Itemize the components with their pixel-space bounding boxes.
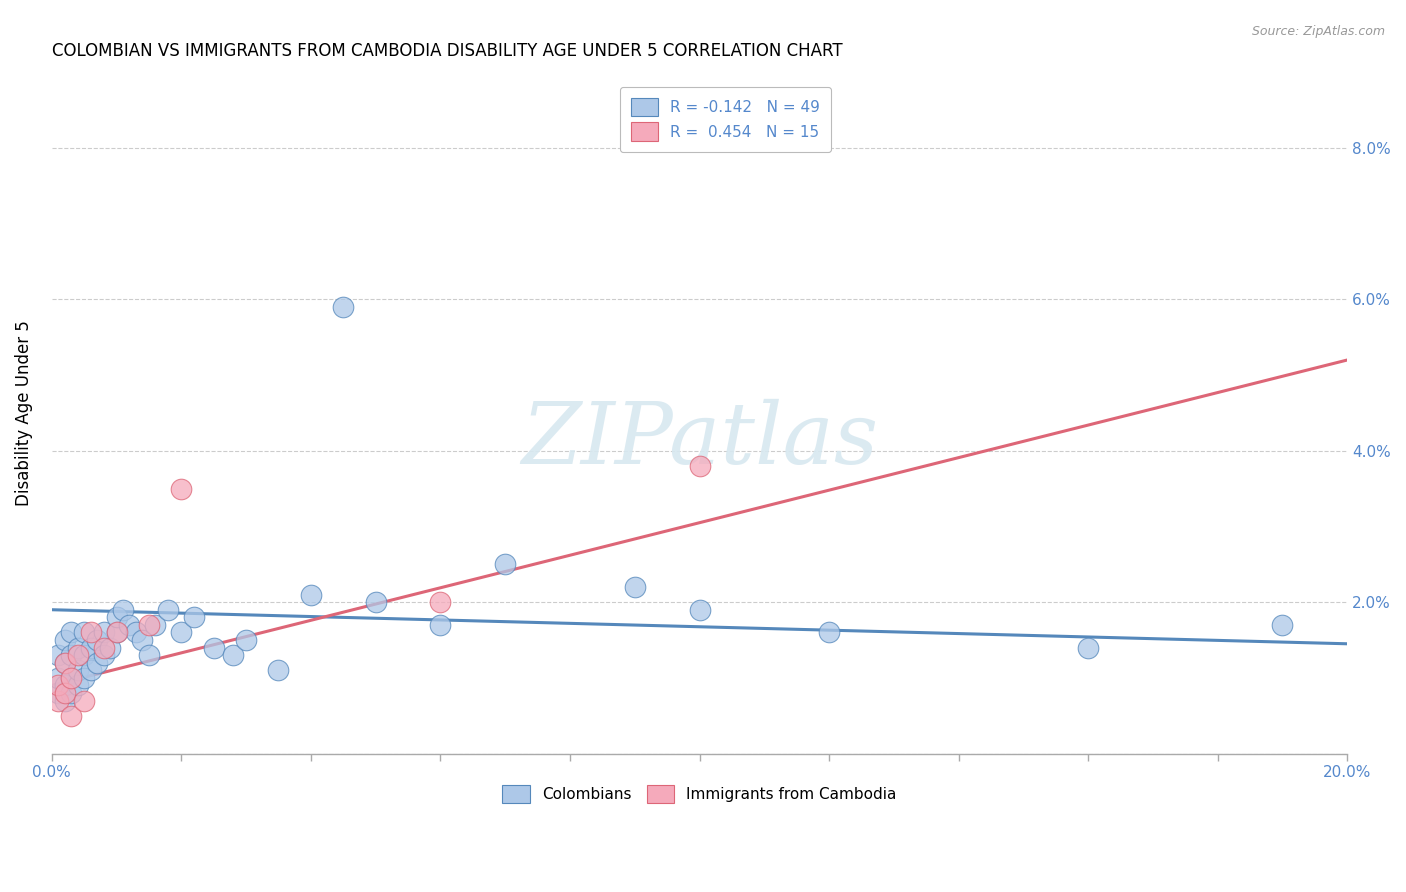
Point — [267, 663, 290, 677]
Point — [131, 632, 153, 647]
Point — [60, 648, 83, 662]
Point — [105, 610, 128, 624]
Point — [46, 671, 69, 685]
Point — [429, 595, 451, 609]
Point — [105, 625, 128, 640]
Point — [73, 693, 96, 707]
Point — [235, 632, 257, 647]
Point — [222, 648, 245, 662]
Point — [53, 632, 76, 647]
Point — [46, 648, 69, 662]
Point — [1271, 618, 1294, 632]
Point — [93, 648, 115, 662]
Point — [202, 640, 225, 655]
Point — [1077, 640, 1099, 655]
Point — [299, 588, 322, 602]
Point — [46, 678, 69, 692]
Point — [157, 603, 180, 617]
Y-axis label: Disability Age Under 5: Disability Age Under 5 — [15, 320, 32, 506]
Point — [332, 300, 354, 314]
Point — [623, 580, 645, 594]
Point — [66, 640, 89, 655]
Point — [53, 686, 76, 700]
Point — [53, 656, 76, 670]
Point — [46, 693, 69, 707]
Text: Source: ZipAtlas.com: Source: ZipAtlas.com — [1251, 25, 1385, 38]
Point — [66, 678, 89, 692]
Point — [93, 625, 115, 640]
Point — [93, 640, 115, 655]
Point — [60, 671, 83, 685]
Point — [60, 686, 83, 700]
Point — [689, 458, 711, 473]
Point — [86, 656, 108, 670]
Point — [73, 625, 96, 640]
Point — [73, 648, 96, 662]
Point — [53, 678, 76, 692]
Text: COLOMBIAN VS IMMIGRANTS FROM CAMBODIA DISABILITY AGE UNDER 5 CORRELATION CHART: COLOMBIAN VS IMMIGRANTS FROM CAMBODIA DI… — [52, 42, 842, 60]
Point — [46, 686, 69, 700]
Point — [66, 663, 89, 677]
Point — [111, 603, 134, 617]
Point — [170, 625, 193, 640]
Point — [138, 618, 160, 632]
Point — [79, 625, 101, 640]
Point — [125, 625, 148, 640]
Point — [364, 595, 387, 609]
Text: ZIPatlas: ZIPatlas — [522, 399, 879, 482]
Point — [79, 640, 101, 655]
Point — [53, 656, 76, 670]
Point — [53, 693, 76, 707]
Legend: Colombians, Immigrants from Cambodia: Colombians, Immigrants from Cambodia — [492, 774, 907, 814]
Point — [183, 610, 205, 624]
Point — [138, 648, 160, 662]
Point — [118, 618, 141, 632]
Point — [60, 671, 83, 685]
Point — [170, 482, 193, 496]
Point — [60, 708, 83, 723]
Point — [145, 618, 167, 632]
Point — [818, 625, 841, 640]
Point — [98, 640, 121, 655]
Point — [60, 625, 83, 640]
Point — [105, 625, 128, 640]
Point — [429, 618, 451, 632]
Point — [689, 603, 711, 617]
Point — [73, 671, 96, 685]
Point — [79, 663, 101, 677]
Point — [66, 648, 89, 662]
Point — [86, 632, 108, 647]
Point — [494, 558, 516, 572]
